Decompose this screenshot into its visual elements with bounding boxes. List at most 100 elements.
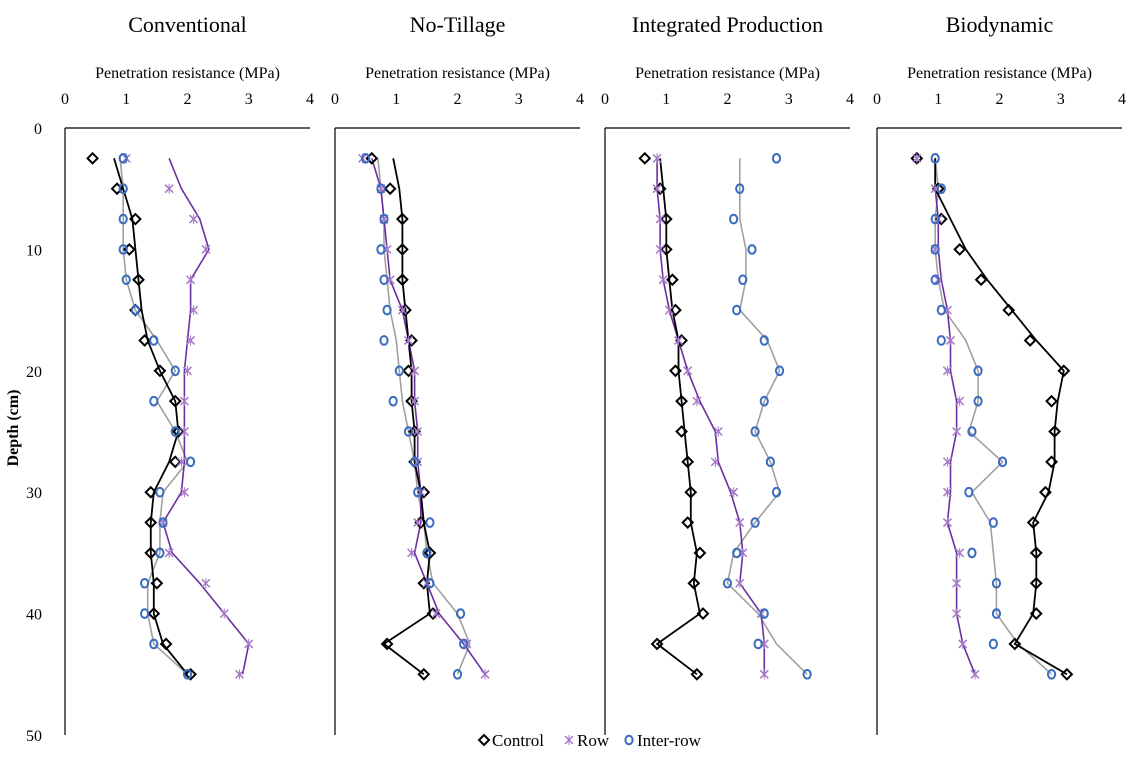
interrow-series — [930, 153, 1057, 680]
x-axis-label: Penetration resistance (MPa) — [365, 65, 550, 82]
control-data-point — [171, 425, 185, 438]
control-data-point — [1045, 394, 1058, 408]
panel-biodynamic: Biodynamic Penetration resistance (MPa) 0 1… — [873, 12, 1126, 735]
control-data-point — [684, 485, 698, 499]
x-tick-label: 0 — [331, 91, 339, 108]
interrow-series — [118, 153, 196, 680]
row-data-point — [413, 517, 423, 528]
control-trend-line — [113, 158, 189, 675]
interrow-data-point — [759, 335, 769, 346]
x-axis-label: Penetration resistance (MPa) — [635, 65, 820, 82]
interrow-data-point — [382, 304, 392, 316]
control-data-point — [144, 485, 158, 499]
interrow-data-point — [388, 395, 398, 407]
interrow-data-point — [1046, 669, 1057, 680]
control-data-point — [1045, 455, 1058, 469]
control-data-point — [86, 151, 99, 165]
interrow-data-point — [413, 486, 423, 498]
interrow-data-point — [155, 486, 165, 498]
control-data-point — [693, 546, 707, 560]
interrow-trend-line — [726, 158, 808, 675]
interrow-data-point — [118, 244, 128, 255]
interrow-data-point — [988, 638, 998, 650]
row-data-point — [683, 365, 693, 376]
interrow-data-point — [750, 517, 760, 528]
row-data-point — [942, 456, 952, 467]
row-data-point — [655, 244, 665, 255]
x-tick-label: 3 — [785, 91, 793, 108]
row-data-point — [413, 426, 423, 437]
interrow-data-point — [422, 547, 432, 559]
interrow-data-point — [410, 456, 420, 468]
x-tick-label: 4 — [576, 91, 584, 108]
interrow-data-point — [158, 517, 168, 528]
x-tick-label: 1 — [122, 91, 130, 108]
row-data-point — [652, 153, 662, 164]
control-data-point — [168, 394, 182, 408]
row-data-point — [201, 578, 211, 589]
y-tick-label: 50 — [26, 728, 42, 745]
interrow-data-point — [991, 577, 1002, 589]
interrow-data-point — [118, 183, 128, 194]
control-trend-line — [382, 158, 431, 676]
row-data-point — [710, 456, 720, 467]
interrow-data-point — [936, 183, 946, 194]
row-data-point — [201, 244, 211, 255]
interrow-series — [722, 153, 812, 680]
row-data-point — [735, 578, 745, 589]
control-data-point — [1002, 303, 1016, 317]
interrow-data-point — [394, 365, 404, 377]
interrow-data-point — [155, 547, 165, 559]
row-data-point — [431, 608, 441, 619]
row-data-point — [729, 487, 739, 498]
interrow-data-point — [967, 547, 977, 559]
y-axis-label: Depth (cm) — [5, 390, 22, 467]
row-data-point — [673, 335, 684, 346]
interrow-data-point — [967, 426, 977, 437]
y-tick-label: 20 — [26, 364, 42, 381]
interrow-data-point — [379, 213, 389, 225]
control-data-point — [1057, 364, 1071, 378]
interrow-data-point — [459, 638, 469, 650]
row-data-point — [186, 274, 196, 285]
control-data-point — [687, 576, 701, 590]
row-data-point — [410, 396, 420, 407]
control-data-point — [417, 667, 431, 681]
legend: Control Row Inter-row — [477, 731, 702, 750]
row-legend-marker — [564, 735, 574, 745]
x-tick-label: 4 — [1118, 91, 1126, 108]
interrow-data-point — [771, 153, 782, 164]
row-data-point — [652, 183, 662, 194]
row-data-point — [403, 335, 414, 346]
interrow-data-point — [735, 183, 745, 194]
row-data-point — [189, 214, 199, 225]
control-data-point — [395, 242, 409, 256]
control-data-point — [638, 151, 652, 165]
row-data-point — [176, 456, 186, 467]
interrow-data-point — [722, 577, 733, 589]
interrow-data-point — [930, 274, 940, 286]
control-data-point — [681, 455, 695, 469]
interrow-data-point — [759, 608, 769, 619]
row-data-point — [970, 669, 980, 680]
x-tick-label: 2 — [454, 91, 462, 108]
row-data-point — [244, 638, 254, 649]
control-trend-line — [655, 158, 701, 676]
row-data-point — [955, 547, 965, 558]
interrow-data-point — [149, 638, 159, 650]
row-data-point — [179, 426, 189, 437]
row-data-point — [912, 153, 922, 164]
control-data-point — [681, 516, 695, 529]
interrow-data-point — [376, 244, 386, 255]
row-trend-line — [934, 158, 976, 675]
interrow-data-point — [118, 213, 128, 225]
control-data-point — [138, 334, 152, 347]
interrow-data-point — [774, 365, 785, 377]
row-data-point — [179, 487, 189, 498]
panels: Conventional Penetration resistance (MPa)… — [26, 12, 1126, 745]
row-data-point — [164, 547, 174, 558]
control-series — [638, 151, 710, 681]
row-series — [358, 153, 490, 680]
control-series — [86, 151, 197, 681]
